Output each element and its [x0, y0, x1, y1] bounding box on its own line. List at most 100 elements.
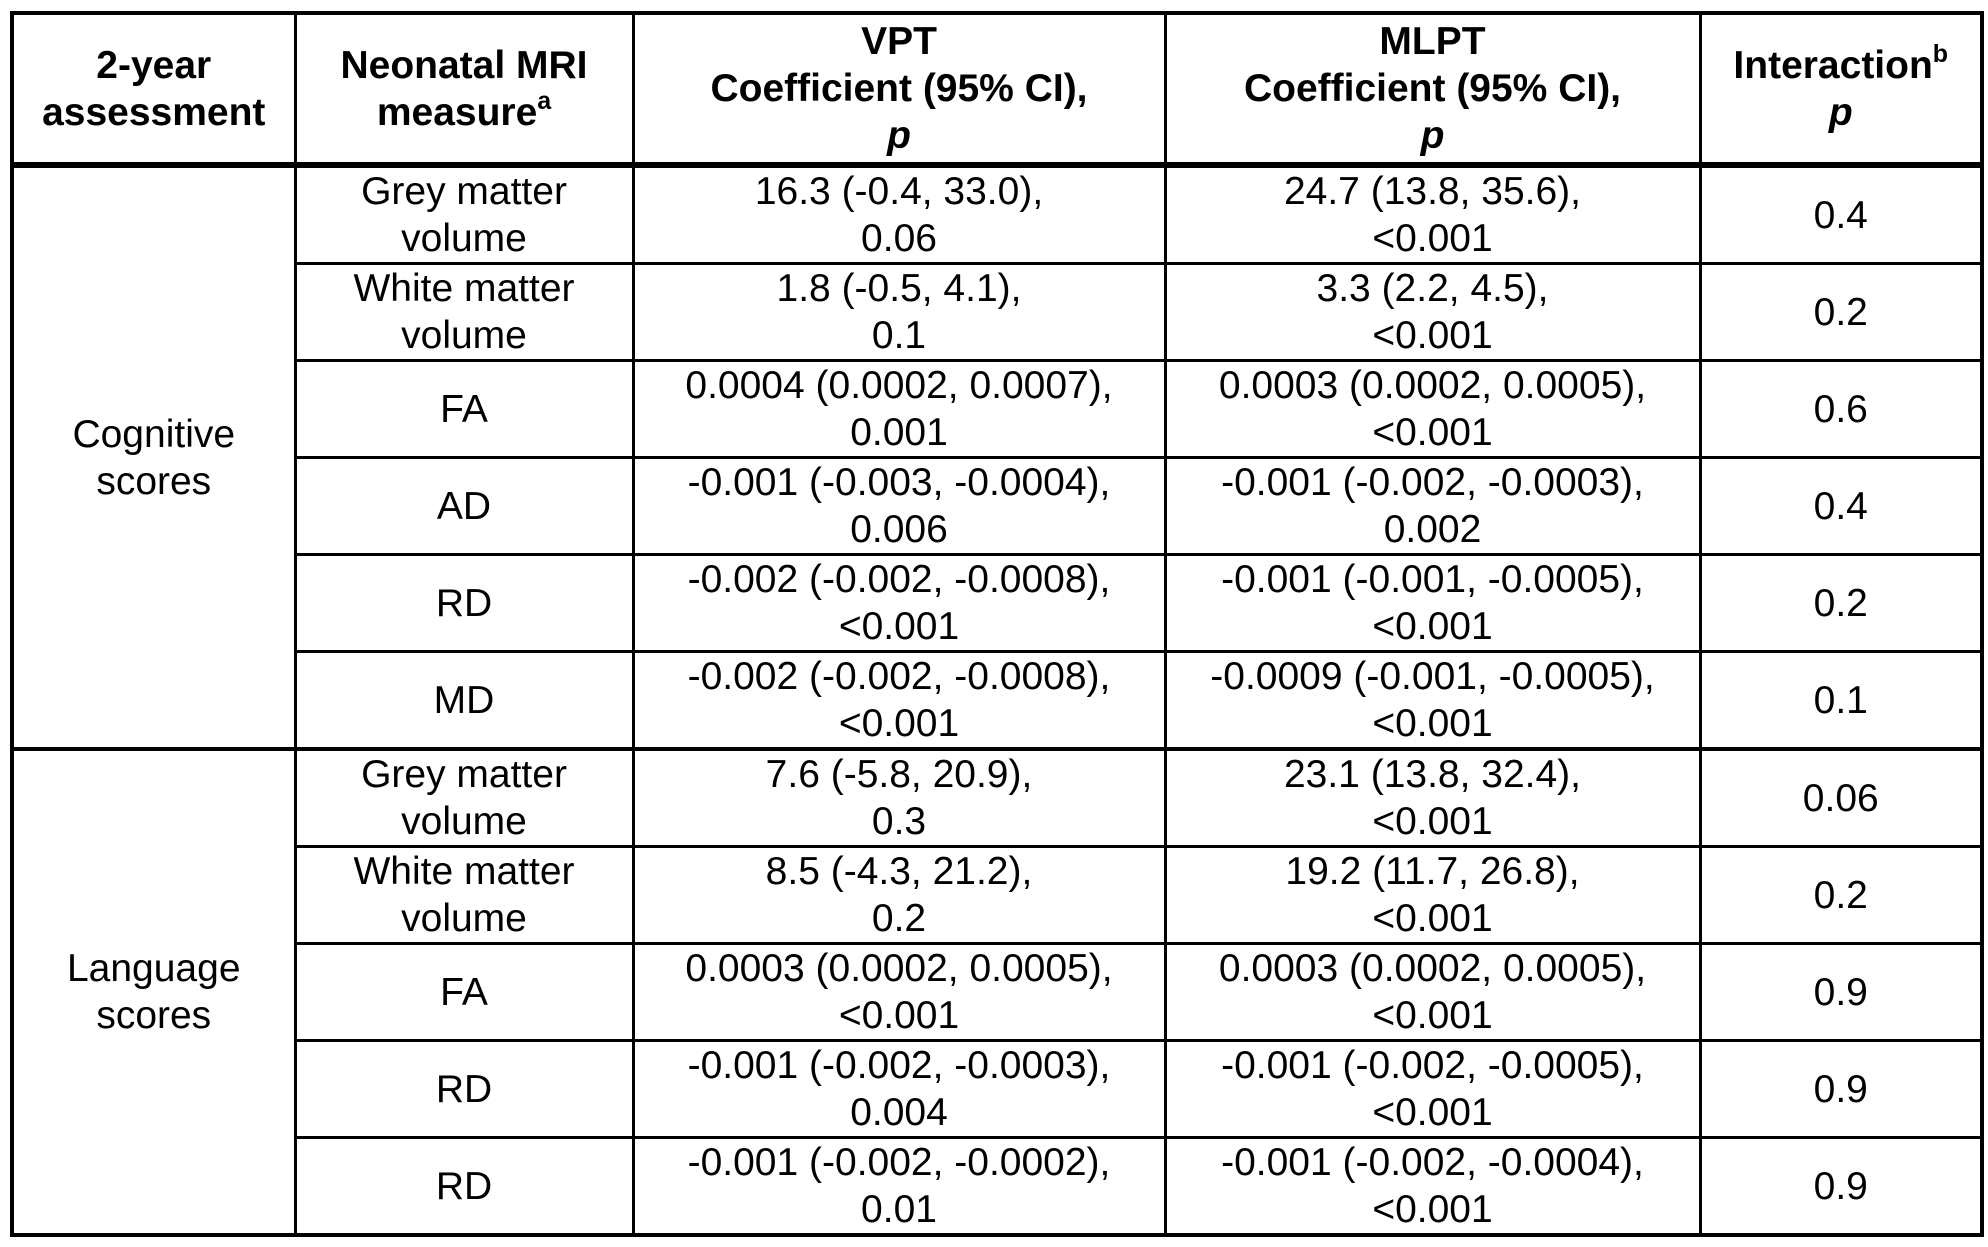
vpt-cell: 0.0003 (0.0002, 0.0005), <0.001: [631, 942, 1167, 1042]
p-value-line: 0.2: [871, 897, 927, 940]
measure-line: FA: [440, 970, 488, 1014]
table-row: RD -0.001 (-0.002, -0.0003), 0.004 -0.00…: [12, 1039, 1984, 1139]
measure-cell: RD: [293, 1039, 635, 1139]
p-value-line: 0.01: [861, 1188, 937, 1231]
measure-cell: FA: [293, 359, 635, 459]
measure-line: AD: [436, 484, 492, 528]
interaction-cell: 0.4: [1698, 456, 1984, 556]
p-value-line: 0.1: [871, 314, 927, 357]
interaction-p-value: 0.9: [1813, 1067, 1868, 1111]
coefficient-line: 0.0003 (0.0002, 0.0005),: [685, 947, 1113, 990]
interaction-cell: 0.9: [1698, 942, 1984, 1042]
p-value-line: <0.001: [1372, 217, 1493, 260]
measure-line: FA: [440, 387, 488, 431]
vpt-cell: 0.0004 (0.0002, 0.0007), 0.001: [631, 359, 1167, 459]
measure-cell: Grey matter volume: [293, 163, 635, 265]
measure-cell: FA: [293, 942, 635, 1042]
header-line: assessment: [42, 90, 266, 134]
interaction-cell: 0.9: [1698, 1039, 1984, 1139]
coefficient-line: 0.0003 (0.0002, 0.0005),: [1218, 364, 1647, 407]
p-value-line: <0.001: [1372, 994, 1493, 1037]
mlpt-cell: -0.001 (-0.001, -0.0005), <0.001: [1163, 553, 1702, 653]
measure-line: volume: [401, 897, 527, 940]
footnote-marker-a: a: [537, 86, 552, 115]
coefficient-line: 1.8 (-0.5, 4.1),: [776, 267, 1022, 310]
vpt-cell: -0.001 (-0.002, -0.0003), 0.004: [631, 1039, 1167, 1139]
p-value-line: <0.001: [1372, 800, 1493, 843]
vpt-cell: -0.001 (-0.002, -0.0002), 0.01: [631, 1136, 1167, 1237]
interaction-cell: 0.2: [1698, 262, 1984, 362]
group-label-line: scores: [96, 459, 212, 503]
table-row: White matter volume 8.5 (-4.3, 21.2), 0.…: [12, 845, 1984, 945]
measure-line: volume: [401, 800, 527, 843]
header-vpt: VPT Coefficient (95% CI), p: [631, 11, 1167, 168]
coefficient-line: -0.001 (-0.002, -0.0002),: [687, 1141, 1111, 1184]
measure-line: Grey matter: [361, 753, 567, 796]
header-interaction-text: Interaction: [1733, 43, 1933, 87]
coefficient-line: 0.0003 (0.0002, 0.0005),: [1218, 947, 1647, 990]
header-assessment: 2-year assessment: [10, 11, 297, 168]
header-neonatal-mri-measure: Neonatal MRI measurea: [293, 11, 635, 168]
measure-cell: AD: [293, 456, 635, 556]
coefficient-line: 23.1 (13.8, 32.4),: [1283, 753, 1582, 796]
coefficient-line: -0.001 (-0.001, -0.0005),: [1221, 558, 1644, 601]
measure-cell: RD: [293, 1136, 635, 1237]
mlpt-cell: 24.7 (13.8, 35.6), <0.001: [1163, 163, 1702, 265]
coefficient-line: 24.7 (13.8, 35.6),: [1283, 170, 1582, 213]
interaction-p-value: 0.2: [1813, 873, 1868, 917]
measure-line: volume: [401, 314, 527, 357]
interaction-p-value: 0.9: [1813, 970, 1868, 1014]
mlpt-cell: 23.1 (13.8, 32.4), <0.001: [1163, 747, 1702, 848]
measure-cell: MD: [293, 650, 635, 751]
measure-cell: Grey matter volume: [293, 747, 635, 848]
coefficient-line: -0.001 (-0.002, -0.0005),: [1221, 1044, 1644, 1087]
group-label-line: Cognitive: [72, 412, 236, 456]
p-value-line: 0.3: [871, 800, 927, 843]
header-row: 2-year assessment Neonatal MRI measurea …: [10, 11, 1984, 168]
mlpt-cell: -0.001 (-0.002, -0.0004), <0.001: [1163, 1136, 1702, 1237]
coefficient-line: 3.3 (2.2, 4.5),: [1316, 267, 1549, 310]
coefficient-line: -0.001 (-0.002, -0.0003),: [687, 1044, 1111, 1087]
header-line: Coefficient (95% CI),: [710, 67, 1088, 110]
p-value-line: <0.001: [1372, 897, 1493, 940]
mlpt-cell: 19.2 (11.7, 26.8), <0.001: [1163, 845, 1702, 945]
coefficient-line: 16.3 (-0.4, 33.0),: [754, 170, 1044, 213]
interaction-cell: 0.06: [1698, 747, 1984, 848]
p-value-line: 0.001: [850, 411, 948, 454]
header-line: Neonatal MRI: [340, 43, 588, 87]
mlpt-cell: 0.0003 (0.0002, 0.0005), <0.001: [1163, 942, 1702, 1042]
interaction-p-value: 0.4: [1813, 484, 1868, 528]
coefficient-line: -0.0009 (-0.001, -0.0005),: [1210, 655, 1655, 698]
header-mlpt: MLPT Coefficient (95% CI), p: [1163, 11, 1702, 168]
coefficient-line: 0.0004 (0.0002, 0.0007),: [685, 364, 1113, 407]
interaction-p-value: 0.1: [1813, 678, 1868, 722]
measure-line: RD: [435, 1067, 493, 1111]
vpt-cell: -0.002 (-0.002, -0.0008), <0.001: [631, 553, 1167, 653]
table-row: FA 0.0003 (0.0002, 0.0005), <0.001 0.000…: [12, 942, 1984, 1042]
interaction-cell: 0.4: [1698, 163, 1984, 265]
header-line: measurea: [303, 86, 626, 136]
p-value-line: <0.001: [1372, 605, 1493, 648]
measure-line: White matter: [353, 850, 575, 893]
p-value-line: <0.001: [1372, 411, 1493, 454]
mlpt-cell: -0.001 (-0.002, -0.0005), <0.001: [1163, 1039, 1702, 1139]
coefficient-line: -0.001 (-0.002, -0.0004),: [1221, 1141, 1644, 1184]
vpt-cell: 8.5 (-4.3, 21.2), 0.2: [631, 845, 1167, 945]
group-cell-language-scores: Language scores: [10, 747, 297, 1237]
interaction-cell: 0.2: [1698, 553, 1984, 653]
interaction-p-value: 0.06: [1802, 776, 1879, 820]
header-line: 2-year: [96, 43, 212, 87]
measure-cell: White matter volume: [293, 845, 635, 945]
header-line: Coefficient (95% CI),: [1243, 67, 1622, 110]
p-value-line: <0.001: [838, 702, 960, 745]
vpt-cell: -0.002 (-0.002, -0.0008), <0.001: [631, 650, 1167, 751]
interaction-p-value: 0.6: [1813, 387, 1868, 431]
p-value-line: <0.001: [1372, 1188, 1493, 1231]
table-row: RD -0.001 (-0.002, -0.0002), 0.01 -0.001…: [12, 1136, 1984, 1237]
measure-line: MD: [433, 678, 495, 722]
vpt-cell: -0.001 (-0.003, -0.0004), 0.006: [631, 456, 1167, 556]
p-value-line: <0.001: [1372, 702, 1493, 745]
p-value-line: 0.004: [850, 1091, 948, 1134]
coefficient-line: 7.6 (-5.8, 20.9),: [765, 753, 1033, 796]
group-label-line: scores: [96, 994, 212, 1037]
